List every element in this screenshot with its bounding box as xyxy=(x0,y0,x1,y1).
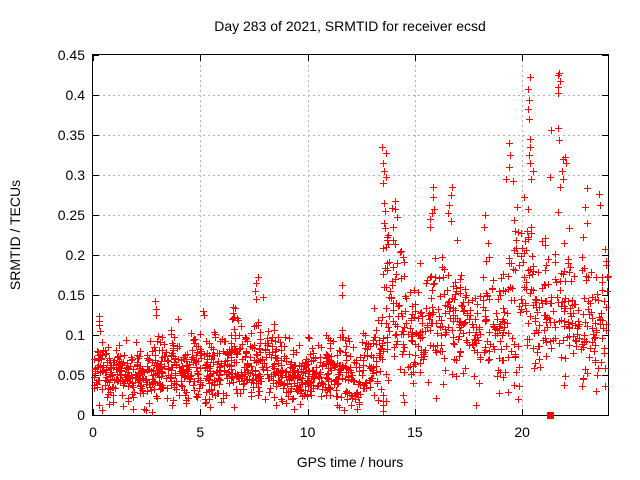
axis-tick-marks xyxy=(93,55,608,416)
y-tick-label: 0.35 xyxy=(58,127,85,143)
chart-title: Day 283 of 2021, SRMTID for receiver ecs… xyxy=(214,18,486,34)
y-tick-label: 0.05 xyxy=(58,367,85,383)
y-tick-label: 0.1 xyxy=(66,327,86,343)
y-tick-label: 0.45 xyxy=(58,47,85,63)
y-axis-tick-labels: 0 0.05 0.1 0.15 0.2 0.25 0.3 0.35 0.4 0.45 xyxy=(58,47,85,423)
y-tick-label: 0 xyxy=(77,407,85,423)
grid-lines xyxy=(93,55,608,415)
special-point-marker xyxy=(547,412,554,419)
x-tick-label: 0 xyxy=(89,424,97,440)
x-tick-label: 5 xyxy=(196,424,204,440)
y-tick-label: 0.4 xyxy=(66,87,86,103)
plot-border xyxy=(92,54,609,416)
y-tick-label: 0.15 xyxy=(58,287,85,303)
y-tick-label: 0.25 xyxy=(58,207,85,223)
y-axis-label: SRMTID / TECUs xyxy=(7,180,23,290)
x-axis-tick-labels: 0 5 10 15 20 xyxy=(89,424,530,440)
x-tick-label: 10 xyxy=(300,424,316,440)
scatter-series xyxy=(91,70,612,416)
x-axis-label: GPS time / hours xyxy=(297,454,404,470)
x-tick-label: 20 xyxy=(514,424,530,440)
y-tick-label: 0.3 xyxy=(66,167,86,183)
y-tick-label: 0.2 xyxy=(66,247,86,263)
x-tick-label: 15 xyxy=(407,424,423,440)
